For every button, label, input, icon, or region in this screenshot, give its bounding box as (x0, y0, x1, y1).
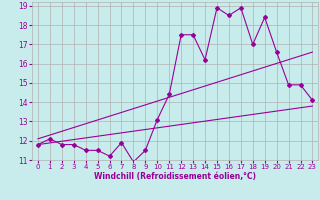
X-axis label: Windchill (Refroidissement éolien,°C): Windchill (Refroidissement éolien,°C) (94, 172, 256, 181)
